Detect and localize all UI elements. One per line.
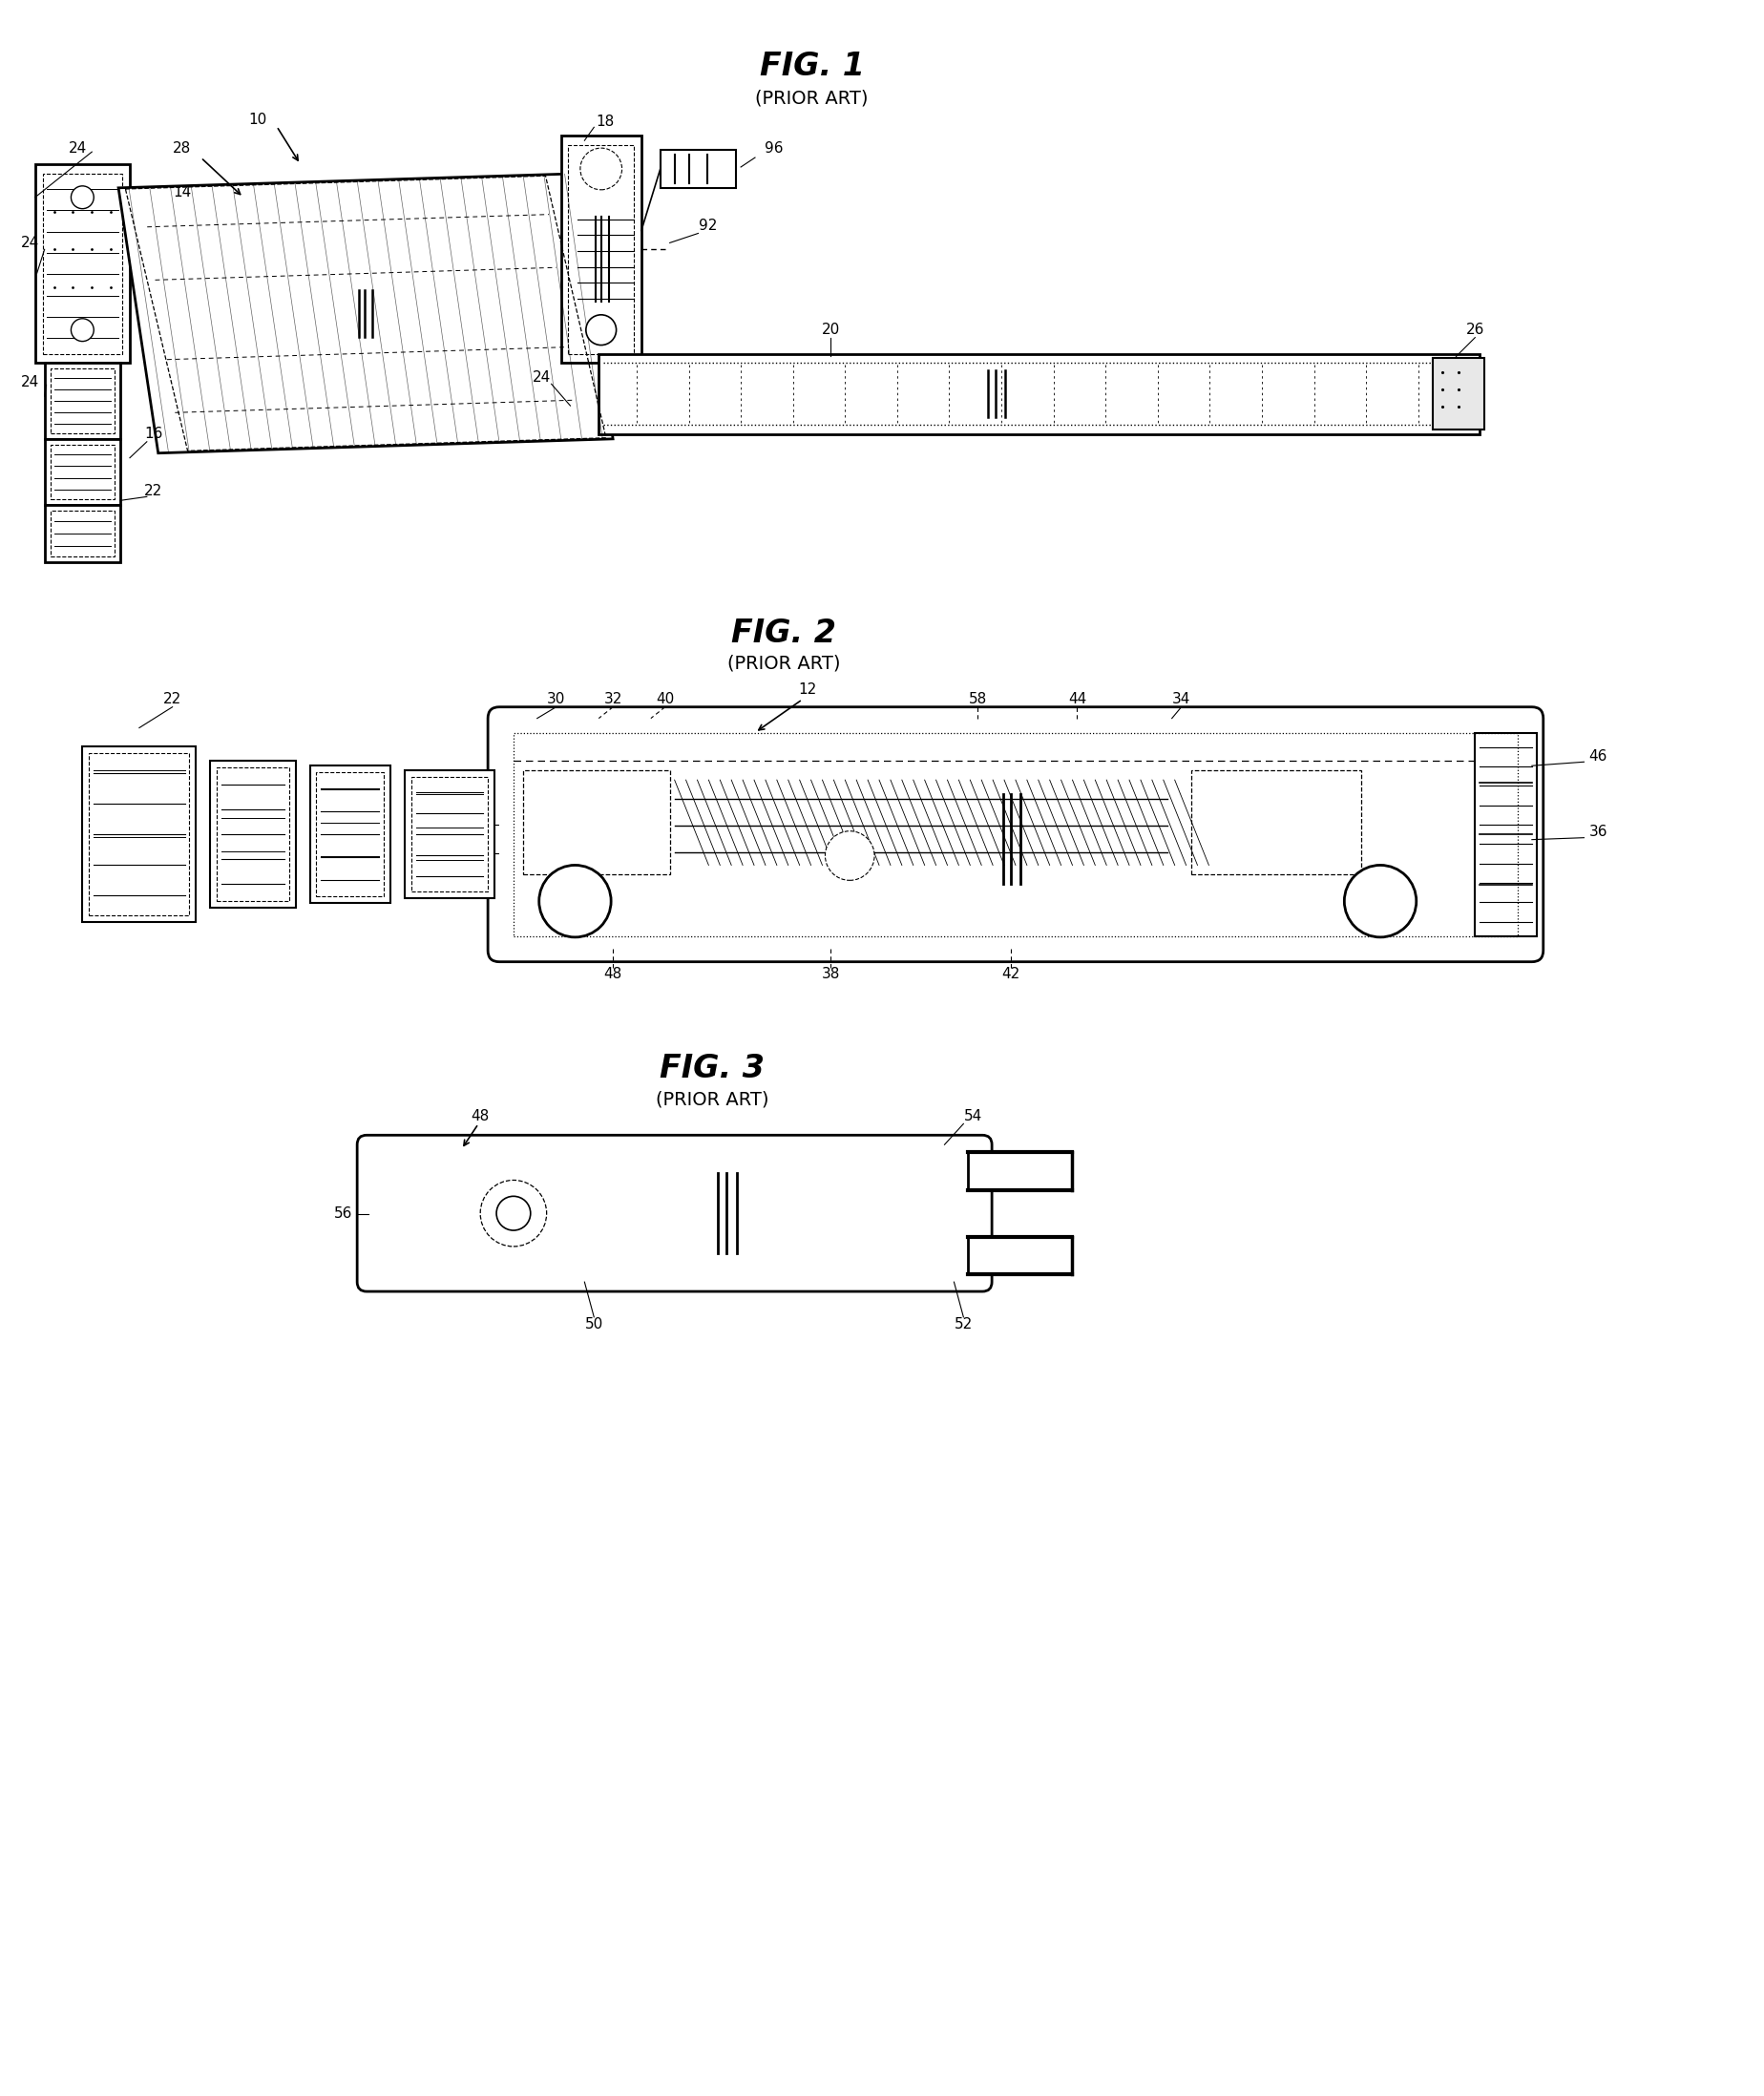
Circle shape <box>71 187 93 210</box>
Text: FIG. 2: FIG. 2 <box>730 618 836 650</box>
Bar <box>49 369 115 434</box>
Bar <box>42 174 122 354</box>
Bar <box>1432 358 1485 430</box>
Circle shape <box>71 319 93 342</box>
Bar <box>660 151 736 189</box>
Bar <box>316 771 385 897</box>
Bar <box>83 746 196 922</box>
Text: 40: 40 <box>656 692 674 706</box>
Circle shape <box>586 153 616 184</box>
Text: 96: 96 <box>764 140 783 155</box>
Bar <box>88 752 189 916</box>
Circle shape <box>496 1197 531 1230</box>
Circle shape <box>831 836 868 874</box>
Text: 22: 22 <box>164 692 182 706</box>
Text: 42: 42 <box>1002 966 1020 981</box>
Text: 38: 38 <box>822 966 840 981</box>
Bar <box>35 163 131 363</box>
Bar <box>44 363 120 438</box>
Text: 50: 50 <box>586 1318 603 1331</box>
Text: 20: 20 <box>822 323 840 337</box>
Text: (PRIOR ART): (PRIOR ART) <box>727 654 840 673</box>
Text: 44: 44 <box>1067 692 1087 706</box>
Polygon shape <box>118 174 612 453</box>
FancyBboxPatch shape <box>356 1136 991 1291</box>
Circle shape <box>480 1180 547 1247</box>
Text: (PRIOR ART): (PRIOR ART) <box>755 88 868 107</box>
Text: 28: 28 <box>173 140 191 155</box>
Circle shape <box>1344 866 1416 937</box>
Text: 58: 58 <box>968 692 986 706</box>
Text: 10: 10 <box>249 113 266 128</box>
Bar <box>310 765 390 903</box>
FancyBboxPatch shape <box>489 706 1544 962</box>
Bar <box>404 771 494 899</box>
Bar <box>513 734 1517 937</box>
Circle shape <box>580 149 623 191</box>
Bar <box>49 444 115 499</box>
Text: 24: 24 <box>69 140 86 155</box>
Text: 92: 92 <box>699 218 716 233</box>
Text: FIG. 3: FIG. 3 <box>660 1052 766 1084</box>
Text: 24: 24 <box>21 235 39 249</box>
Text: FIG. 1: FIG. 1 <box>759 50 864 82</box>
Text: 26: 26 <box>1466 323 1484 337</box>
Text: 22: 22 <box>145 484 162 499</box>
Text: 16: 16 <box>145 428 162 442</box>
Bar <box>217 767 289 901</box>
Circle shape <box>586 314 616 346</box>
Bar <box>1475 734 1536 937</box>
Bar <box>44 438 120 505</box>
Text: 24: 24 <box>533 371 550 384</box>
Text: 52: 52 <box>954 1318 972 1331</box>
Text: 54: 54 <box>963 1109 983 1123</box>
Text: (PRIOR ART): (PRIOR ART) <box>656 1090 769 1109</box>
Text: 30: 30 <box>547 692 564 706</box>
Bar <box>968 1153 1073 1191</box>
Text: 12: 12 <box>797 683 817 698</box>
Bar <box>411 778 489 891</box>
Text: 56: 56 <box>333 1207 353 1222</box>
Text: 18: 18 <box>596 115 614 128</box>
Bar <box>210 761 296 908</box>
Bar <box>568 145 633 354</box>
Text: 48: 48 <box>471 1109 489 1123</box>
Circle shape <box>826 832 875 880</box>
Bar <box>44 505 120 562</box>
Bar <box>49 511 115 555</box>
Text: 48: 48 <box>603 966 623 981</box>
Bar <box>1191 771 1362 874</box>
Bar <box>522 771 670 874</box>
Text: 24: 24 <box>21 375 39 390</box>
Text: 36: 36 <box>1589 826 1607 838</box>
Circle shape <box>540 866 610 937</box>
Text: 32: 32 <box>603 692 623 706</box>
Text: 14: 14 <box>173 184 191 199</box>
Bar <box>968 1237 1073 1274</box>
Text: 34: 34 <box>1171 692 1191 706</box>
Text: 46: 46 <box>1589 748 1607 763</box>
Bar <box>598 354 1480 434</box>
Bar <box>561 136 642 363</box>
